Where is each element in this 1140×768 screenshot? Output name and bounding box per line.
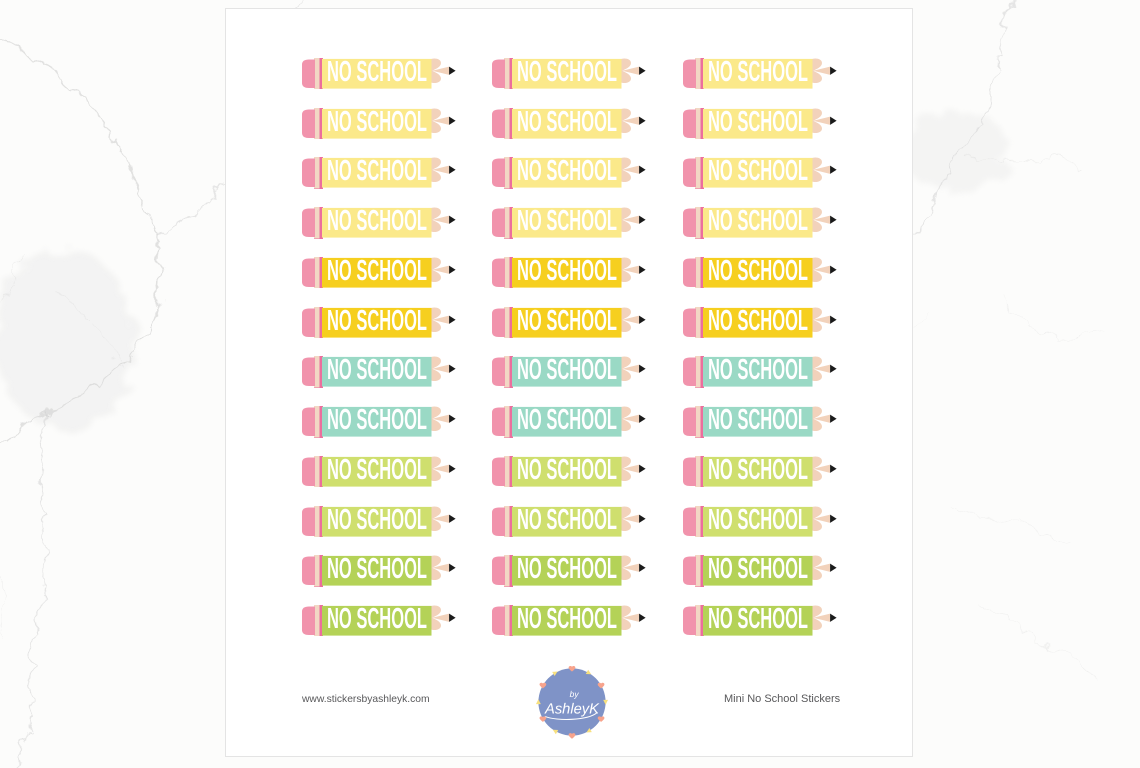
svg-text:NO SCHOOL: NO SCHOOL — [327, 58, 427, 88]
svg-text:NO SCHOOL: NO SCHOOL — [327, 456, 427, 486]
svg-text:NO SCHOOL: NO SCHOOL — [517, 456, 617, 486]
svg-text:NO SCHOOL: NO SCHOOL — [708, 456, 808, 486]
svg-text:NO SCHOOL: NO SCHOOL — [708, 555, 808, 585]
svg-text:NO SCHOOL: NO SCHOOL — [517, 406, 617, 436]
svg-text:NO SCHOOL: NO SCHOOL — [708, 58, 808, 88]
svg-text:NO SCHOOL: NO SCHOOL — [517, 58, 617, 88]
svg-text:NO SCHOOL: NO SCHOOL — [708, 108, 808, 138]
svg-text:NO SCHOOL: NO SCHOOL — [708, 356, 808, 386]
svg-text:NO SCHOOL: NO SCHOOL — [517, 157, 617, 187]
svg-text:NO SCHOOL: NO SCHOOL — [327, 406, 427, 436]
svg-text:NO SCHOOL: NO SCHOOL — [517, 307, 617, 337]
svg-text:NO SCHOOL: NO SCHOOL — [517, 257, 617, 287]
svg-text:NO SCHOOL: NO SCHOOL — [517, 356, 617, 386]
svg-text:NO SCHOOL: NO SCHOOL — [327, 307, 427, 337]
svg-text:NO SCHOOL: NO SCHOOL — [708, 406, 808, 436]
svg-text:AshleyK: AshleyK — [544, 700, 600, 717]
svg-text:NO SCHOOL: NO SCHOOL — [517, 555, 617, 585]
svg-text:NO SCHOOL: NO SCHOOL — [517, 108, 617, 138]
svg-text:NO SCHOOL: NO SCHOOL — [708, 506, 808, 536]
svg-text:NO SCHOOL: NO SCHOOL — [327, 356, 427, 386]
svg-text:NO SCHOOL: NO SCHOOL — [517, 605, 617, 635]
svg-text:by: by — [570, 689, 580, 698]
svg-text:NO SCHOOL: NO SCHOOL — [708, 307, 808, 337]
svg-text:NO SCHOOL: NO SCHOOL — [327, 207, 427, 237]
svg-text:NO SCHOOL: NO SCHOOL — [517, 506, 617, 536]
svg-text:NO SCHOOL: NO SCHOOL — [327, 108, 427, 138]
svg-text:NO SCHOOL: NO SCHOOL — [327, 506, 427, 536]
svg-text:NO SCHOOL: NO SCHOOL — [327, 257, 427, 287]
svg-text:NO SCHOOL: NO SCHOOL — [327, 157, 427, 187]
svg-text:NO SCHOOL: NO SCHOOL — [517, 207, 617, 237]
svg-text:NO SCHOOL: NO SCHOOL — [708, 257, 808, 287]
svg-text:NO SCHOOL: NO SCHOOL — [708, 207, 808, 237]
svg-text:NO SCHOOL: NO SCHOOL — [708, 157, 808, 187]
svg-text:NO SCHOOL: NO SCHOOL — [327, 605, 427, 635]
svg-text:NO SCHOOL: NO SCHOOL — [708, 605, 808, 635]
svg-text:NO SCHOOL: NO SCHOOL — [327, 555, 427, 585]
